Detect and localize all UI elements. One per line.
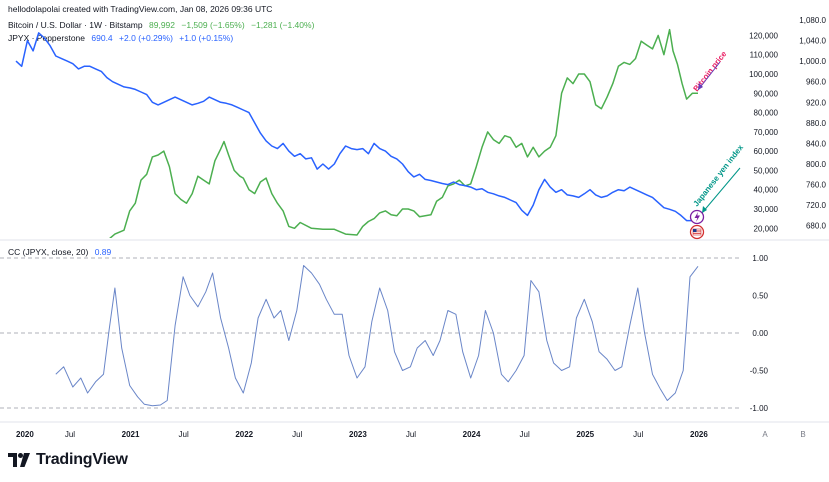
tradingview-logo[interactable]: TradingView: [8, 451, 128, 469]
jpyx-axis-tick-label: 720.0: [806, 201, 827, 210]
us-flag-stripes: [693, 230, 701, 232]
cc-axis-tick-label: -1.00: [750, 404, 769, 413]
time-axis-tick-label: Jul: [179, 430, 189, 439]
btc-axis-tick-label: 120,000: [749, 31, 778, 40]
jpyx-axis-tick-label: 1,040.0: [799, 37, 826, 46]
legend-jpyx-value: 690.4: [91, 33, 113, 43]
btc-axis-tick-label: 90,000: [754, 89, 779, 98]
jpyx-axis-tick-label: 840.0: [806, 139, 827, 148]
cc-axis-tick-label: 1.00: [752, 254, 768, 263]
jpyx-axis-tick-label: 1,000.0: [799, 57, 826, 66]
annotation-yen-label: Japanese yen index: [691, 143, 745, 209]
series-layer: [15, 28, 699, 407]
jpyx-axis-tick-label: 880.0: [806, 119, 827, 128]
series-line-jpyx[interactable]: [15, 32, 698, 222]
us-flag-canton: [693, 229, 697, 232]
annotation-bitcoin-arrow: [697, 61, 721, 91]
legend-btc-change2: −1,281 (−1.40%): [251, 20, 314, 30]
jpyx-axis-tick-label: 920.0: [806, 98, 827, 107]
legend-jpyx-name: JPYX · Pepperstone: [8, 33, 85, 43]
annotation-yen-arrowhead-icon: [702, 206, 707, 213]
event-marker-flag[interactable]: [689, 224, 705, 240]
btc-axis-tick-label: 60,000: [754, 147, 779, 156]
legend-btc-change: −1,509 (−1.65%): [181, 20, 244, 30]
legend-btc[interactable]: Bitcoin / U.S. Dollar · 1W · Bitstamp 89…: [8, 20, 315, 30]
cc-axis-tick-label: 0.00: [752, 329, 768, 338]
jpyx-axis-tick-label: 760.0: [806, 181, 827, 190]
time-axis-tick-label: 2021: [122, 430, 140, 439]
btc-axis-tick-label: 50,000: [754, 166, 779, 175]
grid-layer: [0, 257, 740, 409]
btc-axis-tick-label: 30,000: [754, 205, 779, 214]
lightning-icon: [694, 212, 700, 222]
legend-cc[interactable]: CC (JPYX, close, 20) 0.89: [8, 247, 112, 257]
time-axis-tick-label: Jul: [292, 430, 302, 439]
time-axis-tick-label: Jul: [633, 430, 643, 439]
btc-axis-tick-label: 80,000: [754, 109, 779, 118]
us-flag-stripes-2: [693, 232, 701, 234]
legend-cc-value: 0.89: [95, 247, 112, 257]
legend-btc-name: Bitcoin / U.S. Dollar · 1W · Bitstamp: [8, 20, 143, 30]
time-axis-tick-label: 2023: [349, 430, 367, 439]
btc-axis-tick-label: 70,000: [754, 128, 779, 137]
axis-extra-button[interactable]: A: [762, 430, 768, 439]
btc-axis-tick-label: 40,000: [754, 186, 779, 195]
jpyx-axis-tick-label: 960.0: [806, 78, 827, 87]
btc-axis-tick-label: 110,000: [750, 51, 779, 60]
legend-jpyx-change: +2.0 (+0.29%): [119, 33, 173, 43]
time-axis-tick-label: 2024: [463, 430, 481, 439]
jpyx-axis-tick-label: 680.0: [806, 222, 827, 231]
time-axis-tick-label: 2022: [235, 430, 253, 439]
series-line-btc[interactable]: [16, 28, 698, 256]
series-line-cc[interactable]: [55, 265, 699, 407]
annotation-yen-arrow: [701, 167, 741, 214]
legend-btc-value: 89,992: [149, 20, 175, 30]
time-axis-tick-label: Jul: [520, 430, 530, 439]
jpyx-axis-tick-label: 1,080.0: [799, 16, 826, 25]
jpyx-axis-tick-label: 800.0: [806, 160, 827, 169]
time-axis-tick-label: 2025: [576, 430, 594, 439]
legend-cc-name: CC (JPYX, close, 20): [8, 247, 88, 257]
time-axis-tick-label: 2020: [16, 430, 34, 439]
btc-axis-tick-label: 100,000: [749, 70, 778, 79]
legend-jpyx-change2: +1.0 (+0.15%): [179, 33, 233, 43]
annotation-bitcoin[interactable]: Bitcoin price: [691, 49, 728, 93]
time-axis-tick-label: Jul: [65, 430, 75, 439]
cc-axis-tick-label: -0.50: [750, 367, 769, 376]
event-marker-lightning[interactable]: [689, 209, 705, 225]
tradingview-brand: TradingView: [36, 451, 128, 468]
annotation-bitcoin-label: Bitcoin price: [691, 49, 728, 93]
time-axis-tick-label: 2026: [690, 430, 708, 439]
annotation-bitcoin-arrowhead-icon: [698, 83, 703, 90]
legend-jpyx[interactable]: JPYX · Pepperstone 690.4 +2.0 (+0.29%) +…: [8, 33, 233, 43]
cc-axis-tick-label: 0.50: [752, 292, 768, 301]
axis-layer: 120,000 110,000 100,000 90,000 80,000 70,000 6…: [16, 16, 827, 439]
time-axis-tick-label: Jul: [406, 430, 416, 439]
axis-extra-button[interactable]: B: [800, 430, 805, 439]
annotation-yen[interactable]: Japanese yen index: [691, 143, 745, 214]
btc-axis-tick-label: 20,000: [754, 224, 779, 233]
chart-header: hellodolapolai created with TradingView.…: [8, 4, 272, 14]
tradingview-logo-icon: [8, 453, 30, 467]
